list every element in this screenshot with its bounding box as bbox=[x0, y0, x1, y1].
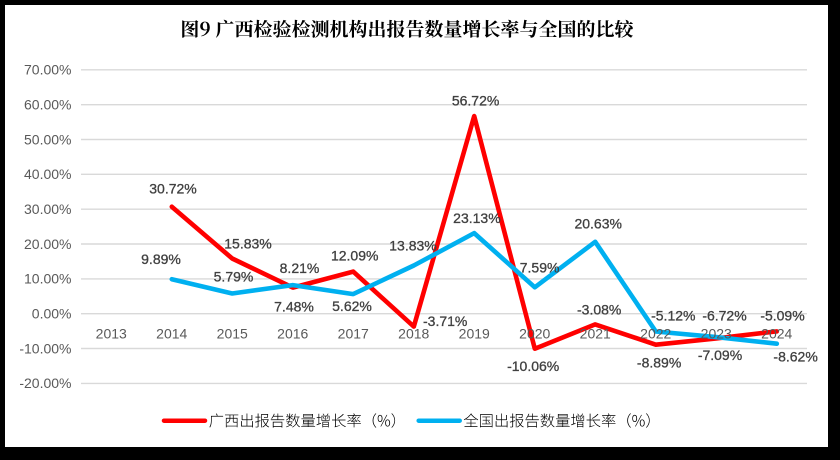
svg-text:2020: 2020 bbox=[519, 326, 550, 342]
svg-text:2015: 2015 bbox=[217, 326, 248, 342]
svg-text:2017: 2017 bbox=[338, 326, 369, 342]
svg-text:20.00%: 20.00% bbox=[24, 236, 71, 252]
svg-text:2023: 2023 bbox=[701, 326, 732, 342]
svg-text:8.21%: 8.21% bbox=[280, 260, 320, 276]
svg-text:2016: 2016 bbox=[277, 326, 308, 342]
svg-text:15.83%: 15.83% bbox=[224, 236, 271, 252]
svg-text:56.72%: 56.72% bbox=[452, 92, 499, 108]
svg-text:-3.08%: -3.08% bbox=[577, 301, 621, 317]
svg-text:-8.62%: -8.62% bbox=[773, 348, 817, 364]
svg-text:2022: 2022 bbox=[640, 326, 671, 342]
svg-text:2018: 2018 bbox=[398, 326, 429, 342]
svg-text:7.59%: 7.59% bbox=[520, 260, 560, 276]
svg-text:-5.09%: -5.09% bbox=[760, 308, 804, 324]
svg-text:2014: 2014 bbox=[156, 326, 187, 342]
svg-text:13.83%: 13.83% bbox=[389, 237, 436, 253]
svg-text:-10.00%: -10.00% bbox=[19, 340, 71, 356]
svg-text:2013: 2013 bbox=[96, 326, 127, 342]
svg-text:0.00%: 0.00% bbox=[32, 306, 72, 322]
svg-text:-10.06%: -10.06% bbox=[507, 358, 559, 374]
svg-text:5.79%: 5.79% bbox=[214, 269, 254, 285]
svg-text:-8.89%: -8.89% bbox=[637, 355, 681, 371]
svg-text:-20.00%: -20.00% bbox=[19, 375, 71, 391]
svg-text:60.00%: 60.00% bbox=[24, 97, 71, 113]
svg-text:2021: 2021 bbox=[580, 326, 611, 342]
svg-text:20.63%: 20.63% bbox=[574, 215, 621, 231]
svg-text:40.00%: 40.00% bbox=[24, 166, 71, 182]
svg-text:2024: 2024 bbox=[761, 326, 792, 342]
svg-text:9.89%: 9.89% bbox=[141, 251, 181, 267]
svg-text:70.00%: 70.00% bbox=[24, 62, 71, 78]
svg-text:50.00%: 50.00% bbox=[24, 131, 71, 147]
svg-text:-3.71%: -3.71% bbox=[423, 313, 467, 329]
svg-text:10.00%: 10.00% bbox=[24, 271, 71, 287]
svg-text:23.13%: 23.13% bbox=[453, 210, 500, 226]
svg-text:5.62%: 5.62% bbox=[332, 298, 372, 314]
svg-text:-5.12%: -5.12% bbox=[651, 308, 695, 324]
svg-text:-6.72%: -6.72% bbox=[702, 308, 746, 324]
svg-text:30.72%: 30.72% bbox=[149, 181, 196, 197]
svg-text:-7.09%: -7.09% bbox=[698, 347, 742, 363]
svg-text:12.09%: 12.09% bbox=[331, 248, 378, 264]
svg-text:7.48%: 7.48% bbox=[274, 298, 314, 314]
svg-text:2019: 2019 bbox=[459, 326, 490, 342]
svg-text:30.00%: 30.00% bbox=[24, 201, 71, 217]
